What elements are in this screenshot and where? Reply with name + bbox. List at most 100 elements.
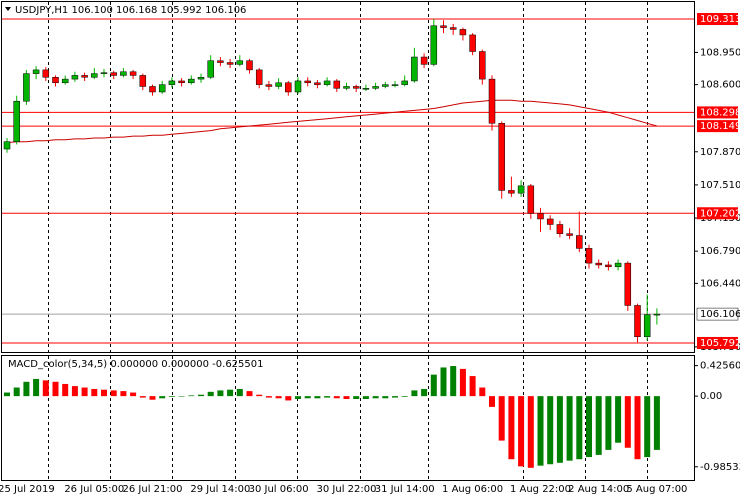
macd-bar xyxy=(411,390,418,397)
macd-bar xyxy=(518,396,525,467)
macd-bar xyxy=(256,394,263,397)
macd-bar xyxy=(91,388,98,397)
macd-bar xyxy=(101,389,107,397)
macd-bar xyxy=(227,389,234,397)
candle-body xyxy=(420,56,428,65)
level-box xyxy=(697,106,738,119)
macd-bar xyxy=(479,387,486,397)
macd-bar xyxy=(624,396,631,448)
level-label: 105.792 xyxy=(700,338,740,349)
macd-bar xyxy=(304,396,311,399)
macd-bar xyxy=(217,390,224,397)
x-tick-label: 2 Aug 14:00 xyxy=(568,484,629,495)
macd-bar xyxy=(343,396,350,400)
macd-title: MACD_color(5,34,5) 0.000000 0.000000 -0.… xyxy=(8,359,264,370)
candle-body xyxy=(91,73,98,78)
macd-bar xyxy=(52,381,59,397)
candle-body xyxy=(595,262,602,266)
x-tick-label: 31 Jul 14:00 xyxy=(375,484,435,495)
candle-body xyxy=(236,60,244,65)
candle-body xyxy=(178,80,185,84)
macd-bar xyxy=(634,396,641,460)
candle-body xyxy=(643,314,651,337)
candle-body xyxy=(391,84,399,86)
macd-bar xyxy=(586,396,592,458)
macd-bar xyxy=(469,376,476,397)
menu-triangle xyxy=(5,7,11,11)
candle-body xyxy=(13,100,20,142)
moving-average xyxy=(6,99,658,144)
candle-body xyxy=(226,62,234,65)
candle-body xyxy=(23,73,30,102)
candle-body xyxy=(149,86,156,93)
macd-bar xyxy=(489,396,495,407)
level-label: 108.298 xyxy=(700,107,740,118)
candle-body xyxy=(168,80,176,85)
x-tick-label: 1 Aug 06:00 xyxy=(442,484,503,495)
macd-bar xyxy=(314,396,321,399)
macd-bar xyxy=(62,383,69,397)
candle-body xyxy=(120,71,127,76)
macd-bar xyxy=(605,396,612,450)
candle-body xyxy=(469,34,476,52)
macd-bar xyxy=(615,396,622,443)
candle-body xyxy=(449,27,457,30)
macd-bar xyxy=(236,388,243,397)
macd-bar xyxy=(324,396,331,398)
x-tick-label: 30 Jul 22:00 xyxy=(317,484,377,495)
candle-body xyxy=(576,235,583,249)
y-tick-label: 106.790 xyxy=(700,246,740,257)
candle-body xyxy=(634,305,641,337)
x-tick-label: 5 Aug 07:00 xyxy=(626,484,687,495)
macd-bar xyxy=(537,396,544,466)
macd-bar xyxy=(372,396,379,399)
x-tick-label: 26 Jul 21:00 xyxy=(123,484,183,495)
candle-body xyxy=(304,80,311,84)
level-box xyxy=(697,120,738,133)
candle-body xyxy=(42,69,50,78)
macd-bar xyxy=(382,396,389,399)
candle-body xyxy=(285,82,292,93)
macd-bar xyxy=(33,378,40,397)
y-tick-label: 108.950 xyxy=(700,47,740,58)
candle-body xyxy=(139,75,147,87)
candle-body xyxy=(207,60,214,78)
candle-body xyxy=(411,56,418,82)
candle-body xyxy=(585,248,593,264)
candle-body xyxy=(546,218,554,225)
candle-body xyxy=(527,185,535,214)
macd-bar xyxy=(527,396,534,468)
candle-body xyxy=(323,80,331,85)
candle-body xyxy=(614,262,622,268)
candle-body xyxy=(624,262,632,306)
candle-body xyxy=(294,80,302,93)
candle-body xyxy=(430,25,438,65)
candle-body xyxy=(71,75,79,80)
candle-body xyxy=(188,78,195,84)
macd-bar xyxy=(110,390,117,397)
current-price-box xyxy=(696,307,739,321)
current-price-label: 106.106 xyxy=(700,309,740,320)
chart-title: USDJPY,H1 106.100 106.168 105.992 106.10… xyxy=(15,5,246,16)
macd-bar xyxy=(333,396,340,399)
macd-bar xyxy=(178,396,185,397)
macd-bar xyxy=(198,394,204,397)
candle-body xyxy=(3,141,11,150)
candle-body xyxy=(100,72,108,74)
macd-bar xyxy=(653,396,660,450)
macd-bar xyxy=(159,396,166,399)
macd-bar xyxy=(450,366,457,397)
macd-bar xyxy=(547,396,554,465)
macd-bar xyxy=(576,396,583,460)
macd-bar xyxy=(265,396,272,398)
x-tick-label: 26 Jul 05:00 xyxy=(64,484,124,495)
candle-body xyxy=(197,77,205,80)
y-tick-label: 106.440 xyxy=(700,278,740,289)
macd-bar xyxy=(23,381,30,397)
macd-bar xyxy=(401,396,408,397)
candle-body xyxy=(158,84,166,93)
y-tick-label: 107.510 xyxy=(700,180,740,191)
level-label: 109.313 xyxy=(700,14,740,25)
macd-bar xyxy=(440,367,447,397)
macd-bar xyxy=(275,396,282,399)
